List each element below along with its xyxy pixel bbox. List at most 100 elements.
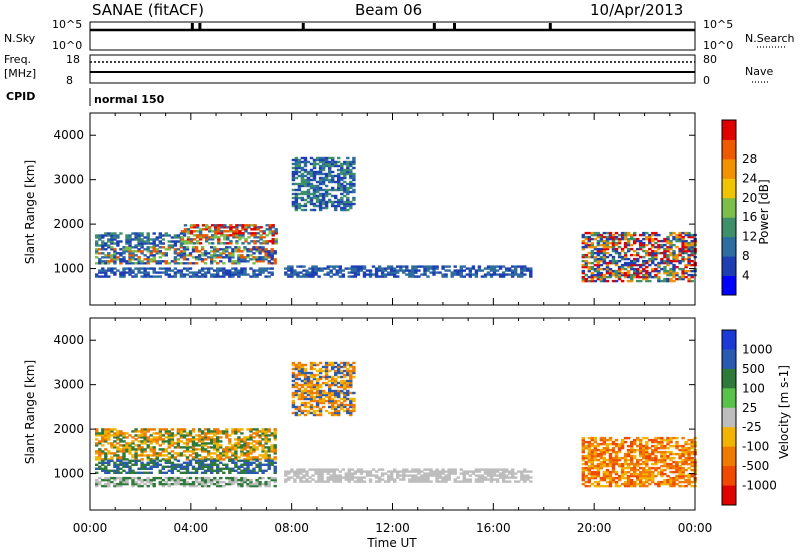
heatmap-cell <box>297 174 302 178</box>
heatmap-cell <box>486 267 491 270</box>
heatmap-cell <box>614 261 619 265</box>
heatmap-cell <box>116 458 120 461</box>
heatmap-cell <box>309 373 314 377</box>
heatmap-cell <box>309 387 314 391</box>
heatmap-cell <box>146 454 150 457</box>
heatmap-cell <box>146 248 150 251</box>
heatmap-cell <box>666 456 670 460</box>
heatmap-cell <box>620 438 625 442</box>
heatmap-cell <box>654 440 658 444</box>
heatmap-cell <box>605 468 610 472</box>
heatmap-cell <box>167 444 171 447</box>
heatmap-cell <box>107 476 111 480</box>
heatmap-cell <box>104 458 108 461</box>
heatmap-cell <box>666 474 670 478</box>
heatmap-cell <box>587 468 591 472</box>
heatmap-cell <box>383 267 388 270</box>
heatmap-cell <box>371 474 376 477</box>
heatmap-cell <box>210 465 214 468</box>
heatmap-cell <box>447 468 451 471</box>
heatmap-cell <box>246 250 250 253</box>
heatmap-cell <box>593 480 598 484</box>
heatmap-cell <box>293 478 297 481</box>
heatmap-cell <box>599 273 604 277</box>
heatmap-cell <box>489 470 494 473</box>
heatmap-cell <box>617 444 622 448</box>
heatmap-cell <box>252 450 256 453</box>
heatmap-cell <box>623 251 628 255</box>
heatmap-cell <box>294 188 299 192</box>
heatmap-cell <box>240 440 244 443</box>
heatmap-cell <box>220 226 224 229</box>
heatmap-cell <box>587 231 591 235</box>
heatmap-cell <box>246 461 250 464</box>
heatmap-cell <box>474 474 479 477</box>
heatmap-cell <box>605 442 610 446</box>
heatmap-cell <box>267 260 271 263</box>
heatmap-cell <box>116 456 120 459</box>
heatmap-cell <box>331 411 335 415</box>
heatmap-cell <box>225 254 229 257</box>
heatmap-cell <box>672 257 676 261</box>
heatmap-cell <box>113 273 117 276</box>
heatmap-cell <box>299 468 303 471</box>
heatmap-cell <box>146 271 150 274</box>
heatmap-cell <box>191 465 196 468</box>
heatmap-cell <box>489 474 494 477</box>
heatmap-cell <box>630 235 634 239</box>
heatmap-cell <box>182 461 187 464</box>
heatmap-cell <box>587 235 591 239</box>
heatmap-cell <box>334 188 338 192</box>
heatmap-cell <box>131 254 135 257</box>
heatmap-cell <box>255 248 259 251</box>
heatmap-cell <box>318 178 323 182</box>
heatmap-cell <box>131 482 135 486</box>
heatmap-cell <box>340 164 344 168</box>
heatmap-cell <box>349 164 353 168</box>
heatmap-cell <box>294 194 299 198</box>
heatmap-cell <box>687 249 691 253</box>
heatmap-cell <box>107 430 111 433</box>
heatmap-cell <box>116 436 120 439</box>
heatmap-cell <box>131 258 135 261</box>
heatmap-cell <box>170 436 175 439</box>
heatmap-cell <box>229 224 233 227</box>
heatmap-cell <box>623 255 628 259</box>
heatmap-cell <box>660 436 664 440</box>
heatmap-cell <box>402 265 406 268</box>
heatmap-cell <box>365 269 370 272</box>
heatmap-cell <box>599 237 604 241</box>
heatmap-cell <box>101 267 105 270</box>
heatmap-cell <box>346 170 350 174</box>
heatmap-cell <box>137 482 141 486</box>
heatmap-cell <box>158 438 162 441</box>
heatmap-cell <box>581 478 585 482</box>
heatmap-cell <box>210 256 214 259</box>
heatmap-cell <box>320 470 324 473</box>
heatmap-cell <box>666 263 670 267</box>
heatmap-cell <box>231 448 235 451</box>
heatmap-cell <box>639 478 643 482</box>
heatmap-cell <box>189 224 194 227</box>
heatmap-cell <box>258 267 262 270</box>
heatmap-cell <box>432 267 436 270</box>
heatmap-cell <box>349 162 353 166</box>
heatmap-cell <box>599 247 604 251</box>
heatmap-cell <box>334 411 338 415</box>
heatmap-cell <box>291 403 296 407</box>
heatmap-cell <box>95 467 99 470</box>
heatmap-cell <box>423 474 427 477</box>
heatmap-cell <box>273 258 277 261</box>
heatmap-cell <box>122 271 126 274</box>
heatmap-cell <box>584 259 588 263</box>
heatmap-cell <box>617 442 622 446</box>
heatmap-cell <box>293 472 297 475</box>
heatmap-cell <box>630 233 634 237</box>
heatmap-cell <box>349 174 353 178</box>
heatmap-cell <box>324 158 329 162</box>
heatmap-cell <box>128 469 132 472</box>
heatmap-cell <box>654 482 658 486</box>
heatmap-cell <box>681 273 685 277</box>
heatmap-cell <box>216 440 220 443</box>
heatmap-cell <box>684 251 688 255</box>
